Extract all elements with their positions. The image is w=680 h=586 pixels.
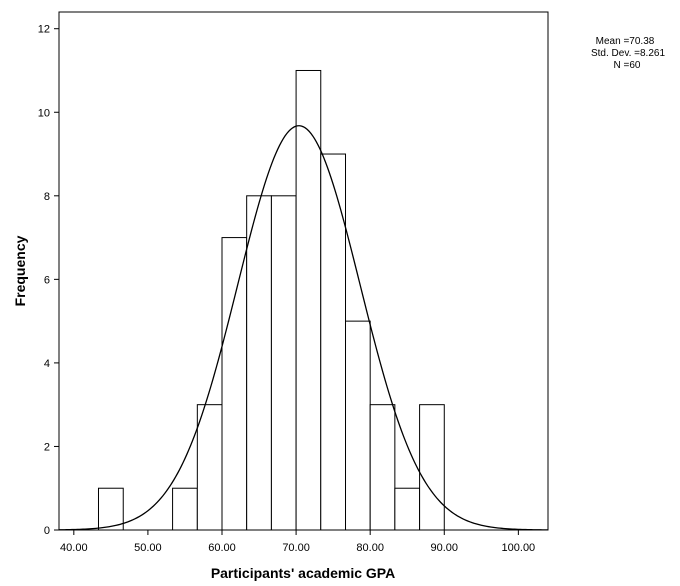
histogram-bar	[320, 153, 347, 531]
normal-curve	[58, 125, 549, 531]
histogram-bar	[97, 487, 124, 531]
histogram-bar	[394, 487, 421, 531]
x-axis-title: Participants' academic GPA	[211, 565, 395, 581]
histogram-bar	[221, 237, 248, 531]
stats-n: N =60	[614, 60, 641, 71]
x-tick-label: 50.00	[134, 542, 162, 554]
y-tick-label: 0	[44, 525, 50, 537]
bars-group	[97, 69, 445, 531]
histogram-bar	[270, 195, 297, 531]
stats-mean: Mean =70.38	[596, 36, 655, 47]
histogram-bar	[246, 195, 272, 531]
histogram-bar	[295, 69, 322, 531]
y-tick-label: 2	[44, 441, 50, 453]
y-tick-label: 8	[44, 191, 50, 203]
y-tick-label: 4	[44, 358, 50, 370]
x-tick-label: 60.00	[208, 542, 236, 554]
y-axis-ticks: 0 2 4 6 8 10 12	[38, 24, 59, 537]
x-tick-label: 90.00	[431, 542, 459, 554]
stats-std-dev: Std. Dev. =8.261	[591, 48, 665, 59]
histogram-bar	[172, 487, 198, 531]
y-tick-label: 10	[38, 107, 50, 119]
x-tick-label: 100.00	[502, 542, 536, 554]
y-axis-title: Frequency	[12, 235, 28, 306]
x-axis-ticks: 40.00 50.00 60.00 70.00 80.00 90.00 100.00	[60, 530, 535, 554]
histogram-bar	[369, 404, 396, 531]
y-tick-label: 12	[38, 24, 50, 36]
histogram-bar	[196, 404, 223, 531]
x-tick-label: 40.00	[60, 542, 88, 554]
histogram-bar	[345, 320, 371, 531]
x-tick-label: 80.00	[356, 542, 384, 554]
x-tick-label: 70.00	[282, 542, 310, 554]
histogram-bar	[419, 404, 445, 531]
y-tick-label: 6	[44, 274, 50, 286]
